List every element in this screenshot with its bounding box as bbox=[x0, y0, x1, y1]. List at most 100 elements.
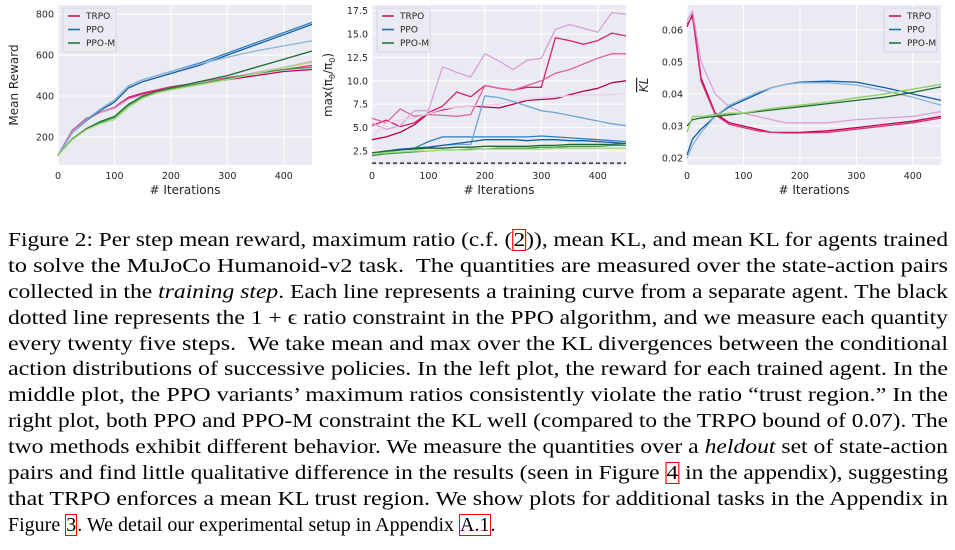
series-ppo-m-run-3 bbox=[57, 61, 313, 156]
legend-label-trpo: TRPO bbox=[399, 12, 424, 22]
x-tick-label: 100 bbox=[105, 171, 123, 182]
legend-label-ppo-m: PPO-M bbox=[86, 39, 115, 49]
caption-line: every twenty five steps. We take mean an… bbox=[8, 332, 948, 358]
caption-text: action distributions of successive polic… bbox=[8, 358, 948, 381]
x-tick-label: 300 bbox=[847, 171, 865, 182]
chart-3: 0 100 200 300 400 0.02 0.03 0.04 0.05 0.06 # Itera… bbox=[637, 5, 942, 197]
caption-text: collected in the bbox=[8, 280, 159, 303]
y-tick-label: 15.0 bbox=[347, 30, 368, 41]
caption-text: Figure bbox=[8, 513, 66, 536]
caption-text: right plot, both PPO and PPO-M constrain… bbox=[8, 410, 948, 433]
caption-text: dotted line represents the 1 + ϵ ratio c… bbox=[8, 306, 948, 329]
series-trpo-run-4 bbox=[371, 11, 627, 131]
x-tick-label: 200 bbox=[791, 171, 809, 182]
caption-text: . We detail our experimental setup in Ap… bbox=[77, 513, 460, 536]
caption-line: Figure 2: Per step mean reward, maximum … bbox=[8, 228, 948, 254]
caption-line: pairs and find little qualitative differ… bbox=[8, 461, 948, 487]
series-ppo-run-2 bbox=[686, 82, 942, 159]
series-ppo-run-3 bbox=[57, 40, 313, 156]
x-tick-label: 100 bbox=[419, 171, 437, 182]
caption-text: . Each line represents a training curve … bbox=[278, 280, 948, 303]
caption-text: that TRPO enforces a mean KL trust regio… bbox=[8, 487, 948, 510]
legend-label-ppo: PPO bbox=[86, 26, 104, 36]
y-tick-label: 10.0 bbox=[347, 76, 368, 87]
caption-line: dotted line represents the 1 + ϵ ratio c… bbox=[8, 306, 948, 332]
series-trpo-run-1 bbox=[371, 80, 627, 141]
legend: TRPO PPO PPO-M bbox=[883, 7, 938, 53]
caption-text: in the appendix), suggesting bbox=[679, 462, 949, 485]
x-tick-label: 0 bbox=[369, 171, 375, 182]
series-ppo-m-run-2 bbox=[686, 83, 942, 133]
caption-line: action distributions of successive polic… bbox=[8, 357, 948, 383]
series-ppo-m-run-2 bbox=[371, 144, 626, 157]
x-tick-label: 300 bbox=[532, 171, 550, 182]
caption-text: to solve the MuJoCo Humanoid-v2 task. Th… bbox=[8, 254, 948, 277]
caption-text: pairs and find little qualitative differ… bbox=[8, 462, 666, 485]
y-tick-label: 17.5 bbox=[347, 6, 368, 17]
x-tick-label: 400 bbox=[589, 171, 607, 182]
series-ppo-m-run-3 bbox=[371, 147, 626, 155]
legend-label-trpo: TRPO bbox=[906, 12, 931, 22]
x-tick-label: 100 bbox=[734, 171, 752, 182]
legend-label-ppo-m: PPO-M bbox=[907, 39, 936, 49]
y-axis-label: Mean Reward bbox=[7, 44, 21, 125]
caption-line: right plot, both PPO and PPO-M constrain… bbox=[8, 409, 948, 435]
y-tick-label: 0.04 bbox=[662, 89, 683, 100]
x-tick-label: 200 bbox=[162, 171, 180, 182]
caption-emphasis: training step bbox=[158, 280, 279, 303]
y-tick-label: 2.5 bbox=[353, 146, 368, 157]
caption-line: middle plot, the PPO variants’ maximum r… bbox=[8, 383, 948, 409]
caption-emphasis: heldout bbox=[704, 436, 776, 459]
legend-label-ppo-m: PPO-M bbox=[400, 39, 429, 49]
series-trpo-run-5 bbox=[371, 92, 627, 138]
caption-text: set of state-action bbox=[775, 436, 948, 459]
caption-text: middle plot, the PPO variants’ maximum r… bbox=[8, 384, 949, 407]
y-tick-label: 0.02 bbox=[662, 153, 683, 164]
series-ppo-m-run-1 bbox=[57, 50, 313, 156]
x-tick-label: 0 bbox=[55, 171, 61, 182]
caption-text: )), mean KL, and mean KL for agents trai… bbox=[526, 229, 949, 251]
series-ppo-m-run-1 bbox=[686, 86, 942, 127]
y-tick-label: 0.05 bbox=[662, 57, 683, 68]
caption-line: collected in the training step. Each lin… bbox=[8, 280, 948, 306]
caption-text: . bbox=[490, 513, 496, 536]
series-ppo-run-3 bbox=[371, 139, 627, 155]
series-trpo-run-3 bbox=[686, 10, 942, 124]
y-tick-label: 7.5 bbox=[353, 100, 368, 111]
caption-reference-link[interactable]: 2 bbox=[512, 229, 527, 251]
caption-line: Figure 3. We detail our experimental set… bbox=[8, 513, 948, 539]
y-tick-label: 12.5 bbox=[347, 53, 368, 64]
x-tick-label: 0 bbox=[684, 171, 690, 182]
caption-reference-link[interactable]: 4 bbox=[665, 462, 680, 485]
series-trpo-run-2 bbox=[686, 16, 942, 134]
y-tick-label: 0.03 bbox=[662, 121, 683, 132]
x-axis-label: # Iterations bbox=[463, 183, 534, 197]
x-tick-label: 300 bbox=[218, 171, 236, 182]
legend: TRPO PPO PPO-M bbox=[376, 7, 431, 53]
y-axis-label: max(πθ/π0) bbox=[321, 53, 337, 117]
caption-reference-link[interactable]: A.1 bbox=[459, 513, 491, 536]
y-axis-label: KL bbox=[637, 78, 651, 93]
y-tick-label: 600 bbox=[36, 51, 54, 62]
caption-reference-link[interactable]: 3 bbox=[65, 513, 78, 536]
series-trpo-run-3 bbox=[371, 53, 626, 124]
y-tick-label: 400 bbox=[36, 92, 54, 103]
x-axis-label: # Iterations bbox=[778, 183, 849, 197]
y-tick-label: 5.0 bbox=[353, 123, 368, 134]
y-tick-label: 800 bbox=[36, 10, 54, 21]
chart-1: 0 100 200 300 400 200 400 600 800 # Iterations Mea… bbox=[7, 5, 313, 197]
x-tick-label: 400 bbox=[275, 171, 293, 182]
caption-line: two methods exhibit different behavior. … bbox=[8, 435, 948, 461]
legend-label-ppo: PPO bbox=[907, 26, 925, 36]
x-axis-label: # Iterations bbox=[149, 183, 220, 197]
x-tick-label: 400 bbox=[904, 171, 922, 182]
caption-text: two methods exhibit different behavior. … bbox=[8, 436, 705, 459]
caption-line: that TRPO enforces a mean KL trust regio… bbox=[8, 487, 948, 513]
figure-caption: Figure 2: Per step mean reward, maximum … bbox=[8, 228, 948, 539]
legend: TRPO PPO PPO-M bbox=[62, 7, 117, 53]
chart-2: 0 100 200 300 400 2.5 5.0 7.5 10.0 12.5 15.0 17.5 # … bbox=[321, 5, 627, 197]
y-tick-label: 200 bbox=[36, 132, 54, 143]
legend-label-ppo: PPO bbox=[400, 26, 418, 36]
caption-text: every twenty five steps. We take mean an… bbox=[8, 332, 948, 355]
figure-charts: 0 100 200 300 400 200 400 600 800 # Iterations Mea… bbox=[7, 5, 942, 197]
